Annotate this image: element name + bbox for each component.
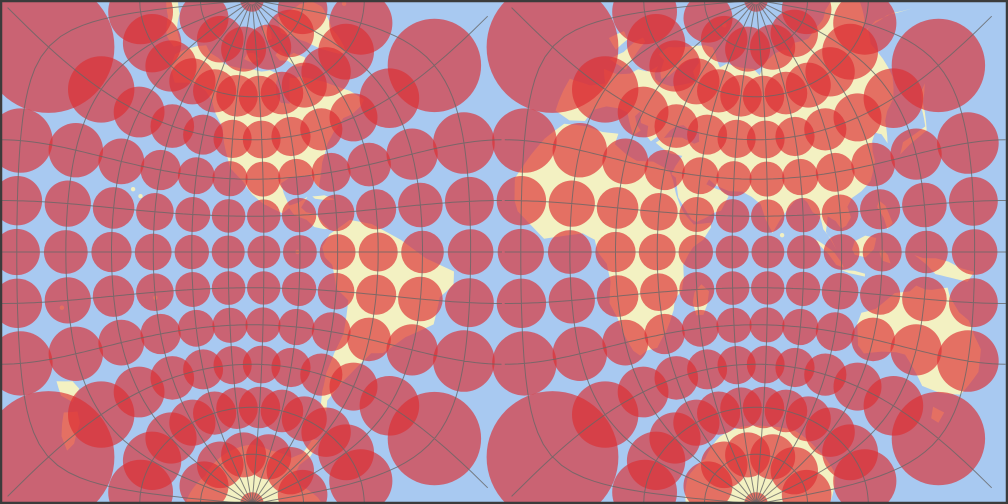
tissot-indicatrix: [781, 0, 832, 35]
island-hawaii: [138, 194, 143, 199]
tissot-indicatrix: [0, 331, 53, 396]
tissot-indicatrix: [277, 469, 328, 504]
tissot-indicatrix: [0, 108, 53, 173]
tissot-indicatrix: [329, 449, 393, 504]
tissot-indicatrix: [277, 0, 328, 35]
island-hawaii-2: [130, 187, 136, 192]
tissot-indicatrix: [329, 0, 393, 55]
tissot-indicatrix: [833, 0, 897, 55]
island-sri-lanka: [779, 233, 785, 238]
tissot-indicatrix: [833, 449, 897, 504]
landmass-java: [841, 270, 865, 277]
tissot-indicatrix: [781, 469, 832, 504]
